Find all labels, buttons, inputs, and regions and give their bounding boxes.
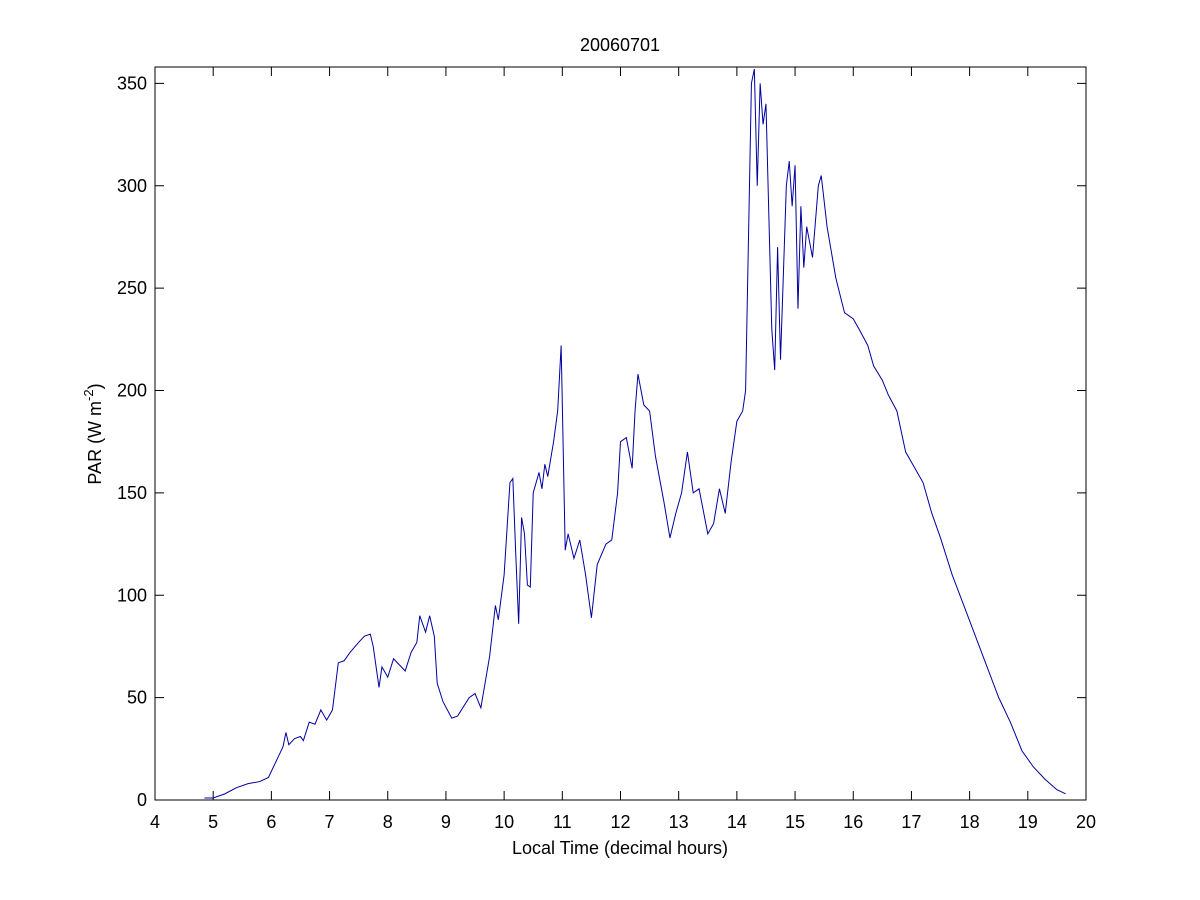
- x-tick-label: 12: [610, 812, 630, 832]
- x-tick-label: 10: [494, 812, 514, 832]
- x-tick-label: 6: [266, 812, 276, 832]
- x-tick-label: 5: [208, 812, 218, 832]
- x-tick-label: 15: [785, 812, 805, 832]
- y-tick-label: 200: [117, 381, 147, 401]
- x-tick-label: 8: [383, 812, 393, 832]
- x-tick-label: 4: [150, 812, 160, 832]
- y-tick-label: 150: [117, 483, 147, 503]
- y-tick-label: 100: [117, 585, 147, 605]
- y-tick-label: 250: [117, 278, 147, 298]
- x-tick-label: 16: [843, 812, 863, 832]
- x-tick-label: 17: [901, 812, 921, 832]
- x-tick-label: 7: [325, 812, 335, 832]
- x-tick-label: 18: [960, 812, 980, 832]
- y-tick-label: 350: [117, 73, 147, 93]
- x-tick-label: 9: [441, 812, 451, 832]
- y-axis-label: PAR (W m-2): [81, 383, 105, 484]
- x-tick-label: 13: [669, 812, 689, 832]
- plot-area: [154, 66, 1087, 801]
- x-tick-label: 14: [727, 812, 747, 832]
- x-axis-label: Local Time (decimal hours): [512, 838, 728, 858]
- x-tick-label: 20: [1076, 812, 1096, 832]
- y-tick-label: 0: [137, 790, 147, 810]
- data-line: [204, 68, 1066, 799]
- y-tick-label: 300: [117, 176, 147, 196]
- chart-title: 20060701: [580, 35, 660, 55]
- y-tick-label: 50: [127, 688, 147, 708]
- x-tick-label: 11: [553, 812, 572, 832]
- x-tick-label: 19: [1018, 812, 1038, 832]
